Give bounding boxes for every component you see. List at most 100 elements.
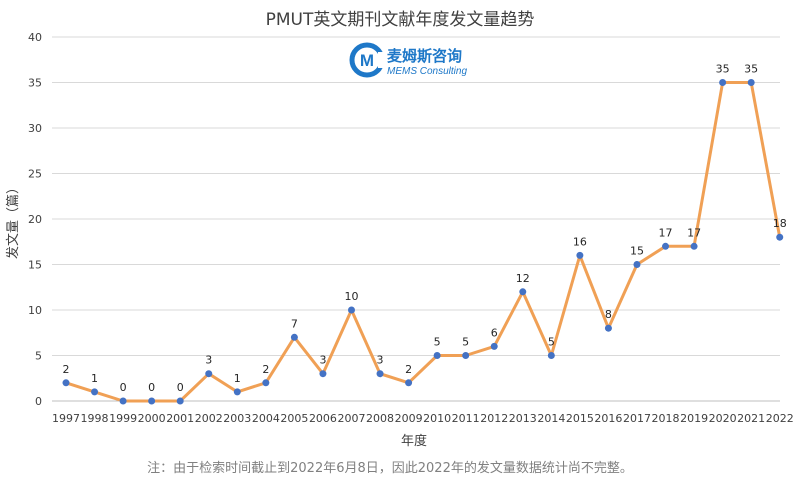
x-tick-label: 2010 — [423, 412, 451, 425]
x-tick-label: 1998 — [81, 412, 109, 425]
y-tick-label: 30 — [28, 122, 42, 135]
footnote: 注：由于检索时间截止到2022年6月8日，因此2022年的发文量数据统计尚不完整… — [147, 460, 633, 476]
data-point — [747, 79, 755, 86]
data-point — [462, 352, 470, 359]
x-tick-label: 2009 — [395, 412, 423, 425]
x-tick-label: 2016 — [594, 412, 622, 425]
data-markers — [62, 79, 784, 405]
data-label: 18 — [773, 217, 787, 230]
data-point — [376, 370, 384, 378]
data-point — [91, 388, 99, 396]
y-tick-label: 20 — [28, 213, 42, 226]
data-point — [233, 388, 241, 396]
x-tick-label: 2003 — [223, 412, 251, 425]
x-tick-label: 1997 — [52, 412, 80, 425]
y-tick-label: 25 — [28, 168, 42, 181]
data-label: 17 — [687, 226, 701, 239]
data-label: 2 — [63, 363, 70, 376]
y-tick-label: 40 — [28, 31, 42, 44]
x-tick-label: 2021 — [737, 412, 765, 425]
x-tick-label: 2011 — [452, 412, 480, 425]
data-label: 5 — [548, 336, 555, 349]
y-tick-label: 0 — [35, 395, 42, 408]
y-axis-label: 发文量（篇） — [5, 181, 21, 259]
x-tick-label: 2008 — [366, 412, 394, 425]
data-point — [319, 370, 327, 378]
data-point — [290, 333, 298, 341]
data-label: 7 — [291, 317, 298, 330]
data-point — [148, 397, 156, 405]
x-axis-ticks: 1997 1998 1999 2000 2001 2002 2003 2004 2005 2006… — [52, 412, 794, 425]
data-point — [547, 352, 555, 359]
chart-title: PMUT英文期刊文献年度发文量趋势 — [266, 10, 535, 30]
data-point — [490, 342, 498, 350]
data-label: 0 — [120, 381, 127, 394]
data-point — [576, 251, 584, 259]
y-tick-label: 15 — [28, 259, 42, 272]
y-axis-ticks: 0 5 10 15 20 25 30 35 40 — [28, 31, 42, 408]
x-tick-label: 2020 — [709, 412, 737, 425]
x-tick-label: 2015 — [566, 412, 594, 425]
logo-letter: M — [360, 51, 374, 70]
data-label: 3 — [319, 354, 326, 367]
data-label: 0 — [148, 381, 155, 394]
company-logo: M 麦姆斯咨询 MEMS Consulting — [349, 42, 467, 78]
data-label: 2 — [262, 363, 269, 376]
x-tick-label: 2012 — [480, 412, 508, 425]
x-tick-label: 2004 — [252, 412, 280, 425]
x-axis-label: 年度 — [401, 433, 427, 449]
data-point — [176, 397, 184, 405]
data-label: 12 — [516, 272, 530, 285]
data-point — [776, 233, 784, 241]
data-point — [604, 324, 612, 332]
data-label: 2 — [405, 363, 412, 376]
x-tick-label: 2006 — [309, 412, 337, 425]
x-tick-label: 2018 — [652, 412, 680, 425]
y-tick-label: 35 — [28, 77, 42, 90]
x-tick-label: 1999 — [109, 412, 137, 425]
x-tick-label: 2002 — [195, 412, 223, 425]
data-label: 35 — [716, 63, 730, 76]
data-label: 3 — [377, 354, 384, 367]
data-label: 15 — [630, 245, 644, 258]
data-point — [633, 261, 641, 268]
data-point — [519, 288, 527, 296]
grid-lines — [52, 36, 780, 402]
data-point — [690, 242, 698, 250]
data-point — [405, 379, 413, 387]
data-point — [119, 397, 127, 405]
y-tick-label: 5 — [35, 350, 42, 363]
y-tick-label: 10 — [28, 304, 42, 317]
x-tick-label: 2007 — [337, 412, 365, 425]
data-label: 10 — [344, 290, 358, 303]
logo-subtitle: MEMS Consulting — [387, 66, 467, 77]
data-point — [719, 79, 727, 86]
series-line — [65, 81, 782, 403]
x-tick-label: 2019 — [680, 412, 708, 425]
data-label: 17 — [659, 226, 673, 239]
logo-name: 麦姆斯咨询 — [387, 47, 462, 65]
data-label: 5 — [462, 336, 469, 349]
data-label: 5 — [434, 336, 441, 349]
data-label: 8 — [605, 308, 612, 321]
data-point — [205, 370, 213, 378]
data-label: 3 — [205, 354, 212, 367]
data-label: 16 — [573, 235, 587, 248]
data-point — [347, 306, 355, 314]
x-tick-label: 2014 — [537, 412, 565, 425]
x-tick-label: 2017 — [623, 412, 651, 425]
data-point — [662, 242, 670, 250]
x-tick-label: 2013 — [509, 412, 537, 425]
data-label: 0 — [177, 381, 184, 394]
data-point — [62, 379, 70, 387]
data-point — [262, 379, 270, 387]
x-tick-label: 2005 — [280, 412, 308, 425]
x-tick-label: 2000 — [138, 412, 166, 425]
x-tick-label: 2001 — [166, 412, 194, 425]
data-label: 35 — [744, 63, 758, 76]
data-label: 1 — [91, 372, 98, 385]
data-point — [433, 352, 441, 359]
x-tick-label: 2022 — [766, 412, 794, 425]
